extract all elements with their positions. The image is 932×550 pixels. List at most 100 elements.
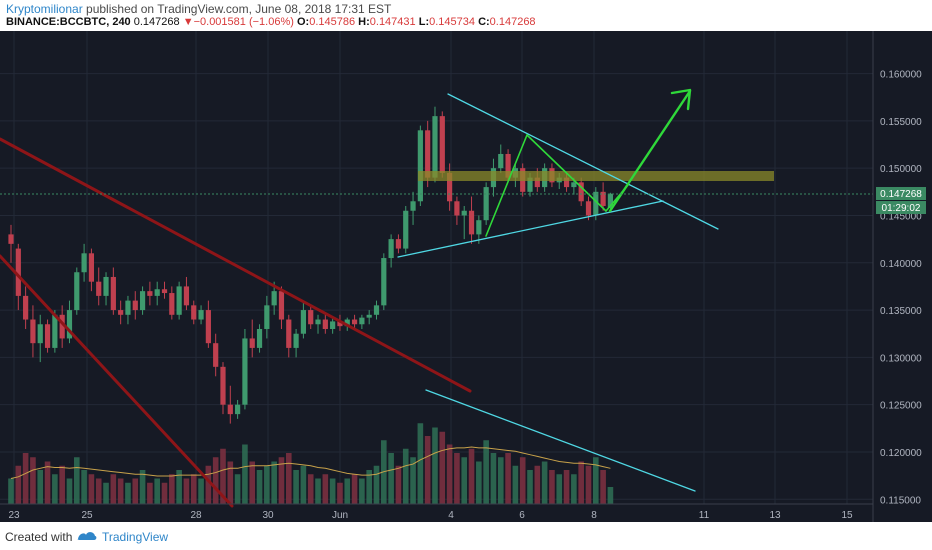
volume-bar — [344, 478, 351, 504]
candle-body — [169, 293, 175, 315]
volume-bar — [227, 461, 234, 504]
cyan-support-line — [397, 200, 664, 258]
candle-body — [81, 253, 87, 273]
candle-body — [585, 201, 592, 216]
candle-body — [381, 258, 387, 306]
candle — [183, 276, 190, 311]
price-tick-label: 0.160000 — [880, 70, 922, 81]
time-tick-label: 6 — [519, 510, 525, 521]
candle — [169, 286, 175, 320]
red-trendline-upper — [0, 137, 472, 393]
volume-bar — [527, 470, 533, 504]
time-axis[interactable]: 23 25 28 30 Jun 4 6 8 11 13 15 — [8, 510, 853, 521]
candle — [139, 286, 146, 315]
candle-body — [337, 321, 343, 327]
volume-bar — [161, 482, 168, 504]
candle — [118, 300, 124, 325]
candle — [366, 310, 372, 325]
volume-bar — [66, 478, 73, 504]
candle — [454, 196, 460, 225]
candle — [191, 300, 197, 325]
candle — [410, 191, 416, 225]
candle-body — [417, 130, 423, 202]
candle-body — [300, 310, 306, 334]
candle-body — [30, 319, 36, 344]
volume-bar — [410, 457, 416, 504]
last-price-tag-text: 0.147268 — [880, 189, 922, 200]
volume-bar — [483, 440, 489, 504]
candle-body — [249, 338, 255, 348]
candle-body — [344, 319, 350, 327]
time-tick-label: 25 — [81, 510, 93, 521]
price-tick-label: 0.155000 — [880, 117, 922, 128]
candle-body — [461, 210, 467, 216]
volume-bar — [300, 465, 307, 504]
volume-bar — [59, 465, 65, 504]
price-chart[interactable]: 0.160000 0.155000 0.150000 0.145000 0.140000… — [0, 31, 932, 522]
candle-body — [359, 317, 365, 325]
candle-body — [563, 177, 570, 188]
candle — [37, 314, 43, 363]
volume-bar — [285, 453, 292, 504]
candlesticks — [8, 106, 614, 424]
volume-bar — [293, 470, 299, 504]
volume-bar — [212, 457, 219, 504]
time-tick-label: 4 — [448, 510, 454, 521]
green-leg-1 — [485, 134, 528, 237]
price-tick-label: 0.130000 — [880, 353, 922, 364]
publish-info: published on TradingView.com, June 08, 2… — [82, 2, 392, 16]
candle — [359, 314, 365, 329]
candle-body — [110, 276, 116, 311]
candle — [8, 224, 14, 263]
last-price: 0.147268 — [133, 16, 180, 28]
candle-body — [593, 191, 599, 216]
candle-body — [322, 319, 328, 329]
candle-body — [351, 319, 358, 325]
time-tick-label: 23 — [8, 510, 20, 521]
time-tick-label: 30 — [262, 510, 274, 521]
author-link[interactable]: Kryptomilionar — [6, 2, 83, 16]
candle-body — [454, 201, 460, 216]
candle-body — [578, 182, 584, 202]
candle-body — [44, 324, 51, 348]
volume-bar — [476, 461, 482, 504]
candle-body — [37, 324, 43, 344]
candle-body — [220, 366, 226, 405]
candle — [417, 125, 423, 207]
volume-bar — [585, 465, 592, 504]
volume-bar — [505, 453, 511, 504]
volume-bar — [73, 457, 80, 504]
change-arrow-icon: ▼ — [182, 16, 194, 28]
volume-bar — [519, 457, 526, 504]
volume-bar — [198, 478, 204, 504]
price-axis[interactable]: 0.160000 0.155000 0.150000 0.145000 0.140000… — [880, 70, 922, 507]
candle-body — [176, 286, 182, 315]
candle-body — [293, 333, 299, 348]
volume-bar — [534, 465, 541, 504]
candle — [74, 267, 80, 315]
volume-bar — [388, 453, 394, 504]
volume-bar — [322, 474, 329, 504]
candle — [249, 319, 255, 358]
volume-bar — [154, 478, 160, 504]
volume-bar — [95, 478, 102, 504]
price-change: −0.001581 (−1.06%) — [193, 16, 294, 28]
candle — [300, 300, 306, 339]
chart-area[interactable]: 0.160000 0.155000 0.150000 0.145000 0.140000… — [0, 31, 932, 522]
volume-bar — [37, 470, 44, 504]
volume-bar — [497, 457, 504, 504]
candle — [498, 144, 504, 173]
volume-bar — [234, 474, 241, 504]
volume-bar — [424, 436, 431, 504]
candle — [88, 248, 95, 292]
candle-body — [132, 300, 138, 311]
symbol-label[interactable]: BINANCE:BCCBTC, 240 — [6, 16, 131, 28]
volume-bar — [125, 482, 131, 504]
volume-bar — [52, 474, 58, 504]
candle-body — [66, 310, 73, 339]
volume-bar — [176, 470, 182, 504]
candle — [213, 333, 219, 377]
candle — [403, 206, 409, 254]
candle-body — [425, 130, 431, 178]
tradingview-link[interactable]: TradingView — [102, 530, 169, 544]
